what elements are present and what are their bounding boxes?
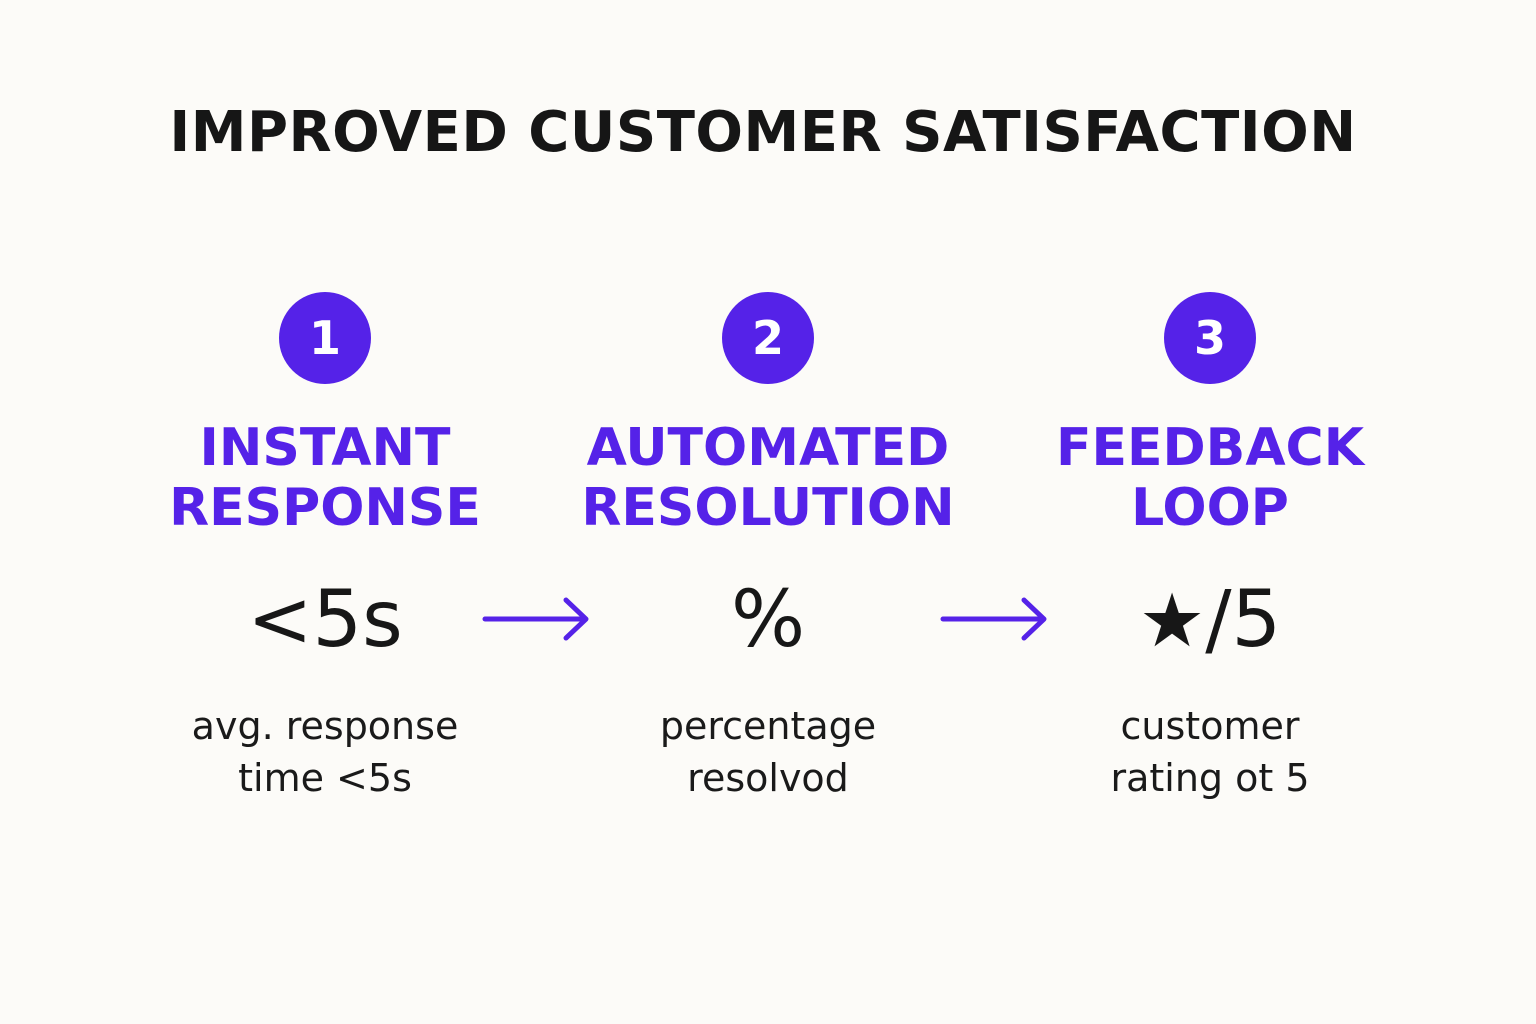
step-heading-line1: FEEDBACK [1055, 418, 1365, 478]
step-description-line1: customer [1120, 704, 1300, 748]
step-description: percentage resolvod [538, 700, 998, 804]
step-heading: FEEDBACK LOOP [980, 418, 1440, 538]
rating-suffix: /5 [1205, 575, 1282, 665]
step-instant-response: 1 INSTANT RESPONSE <5s avg. response tim… [95, 292, 555, 804]
step-heading-line2: LOOP [1131, 478, 1289, 538]
step-number-badge: 1 [279, 292, 371, 384]
step-metric: % [730, 575, 806, 665]
star-icon: ★ [1138, 578, 1206, 664]
step-description-line2: time <5s [238, 756, 412, 800]
step-description-line1: avg. response [191, 704, 459, 748]
arrow-right-icon [940, 597, 1047, 641]
page-title: IMPROVED CUSTOMER SATISFACTION [169, 100, 1357, 165]
step-description: avg. response time <5s [95, 700, 555, 804]
step-heading-line2: RESPONSE [169, 478, 481, 538]
step-description-line1: percentage [659, 704, 877, 748]
step-heading: AUTOMATED RESOLUTION [538, 418, 998, 538]
step-description-line2: rating ot 5 [1110, 756, 1310, 800]
step-feedback-loop: 3 FEEDBACK LOOP ★/5 customer rating ot 5 [980, 292, 1440, 804]
step-heading-line1: AUTOMATED [586, 418, 950, 478]
step-description-line2: resolvod [687, 756, 849, 800]
step-heading-line2: RESOLUTION [581, 478, 955, 538]
step-metric: <5s [247, 575, 403, 665]
step-number-badge: 3 [1164, 292, 1256, 384]
arrow-right-icon [482, 597, 589, 641]
step-heading-line1: INSTANT [199, 418, 451, 478]
step-description: customer rating ot 5 [980, 700, 1440, 804]
step-metric: ★/5 [980, 580, 1440, 661]
step-number-badge: 2 [722, 292, 814, 384]
step-automated-resolution: 2 AUTOMATED RESOLUTION % percentage reso… [538, 292, 998, 804]
step-heading: INSTANT RESPONSE [95, 418, 555, 538]
